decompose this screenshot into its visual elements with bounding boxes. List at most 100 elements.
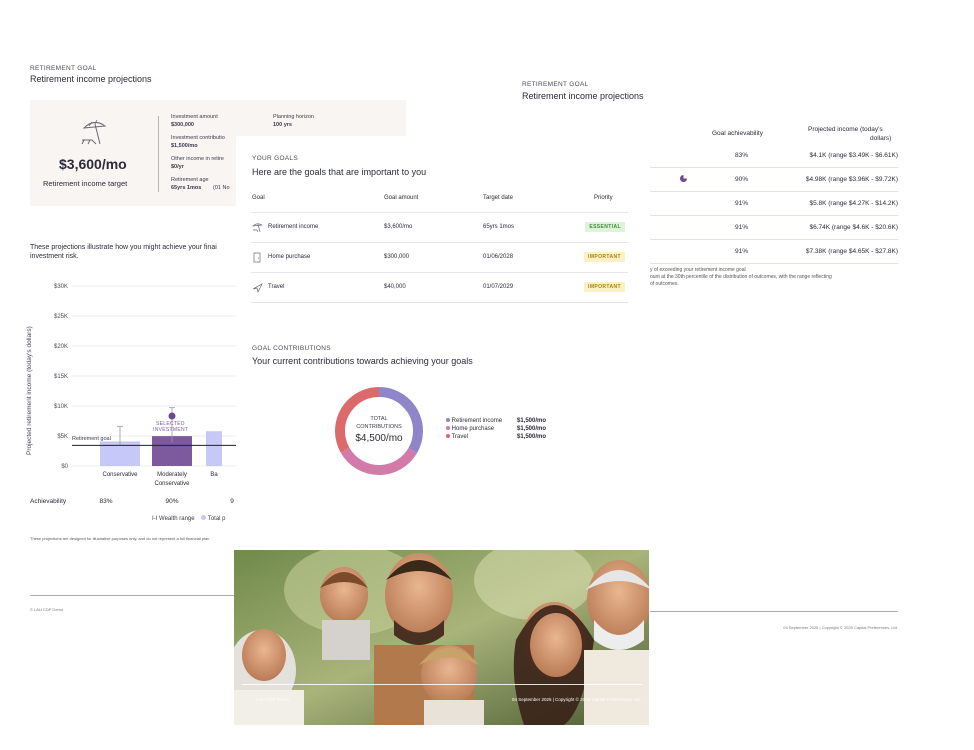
- contribution-value: $1,500/mo: [517, 434, 547, 440]
- contribution-legend-item: Travel: [446, 434, 468, 440]
- disclaimer: These projections are designed for illus…: [30, 536, 210, 541]
- selected-label: INVESTMENT: [153, 427, 189, 433]
- col-achievability: Goal achievability: [712, 130, 763, 137]
- donut-segment: [335, 387, 423, 475]
- projected-cell: $7.38K (range $4.65K - $27.8K): [805, 248, 898, 255]
- target-label: Retirement income target: [43, 179, 128, 188]
- x-tick-label: Ba: [210, 472, 218, 478]
- donut-label: CONTRIBUTIONS: [356, 424, 402, 430]
- goal-name: Retirement income: [268, 224, 319, 230]
- priority-badge: IMPORTANT: [584, 282, 625, 292]
- achievability-value: 90%: [165, 498, 178, 505]
- page-eyebrow: YOUR GOALS: [252, 155, 298, 162]
- family-photo-page: LAU CDP Demo 04 September 2025 | Copyrig…: [234, 550, 649, 725]
- footer-rule: [650, 611, 898, 612]
- goals-table-header: Goal Goal amount Target date Priority: [251, 191, 628, 213]
- door-icon: [253, 252, 261, 263]
- goal-line-label: Retirement goal: [72, 436, 111, 442]
- photo-footer-right: 04 September 2025 | Copyright © 2025 Cap…: [511, 697, 641, 702]
- y-tick-label: $25K: [54, 314, 68, 320]
- detail-value: $300,000: [171, 122, 194, 128]
- table-note: of outcomes.: [650, 281, 679, 287]
- detail-value: $1,500/mo: [171, 143, 198, 149]
- projected-cell: $6.74K (range $4.6K - $20.6K): [809, 224, 898, 231]
- x-tick-label: Conservative: [102, 472, 138, 478]
- legend-wealth: Wealth range: [159, 516, 195, 522]
- detail-value: $0/yr: [171, 164, 184, 170]
- table-note: ount at the 30th percentile of the distr…: [650, 274, 832, 280]
- y-tick-label: $10K: [54, 404, 68, 410]
- pie-icon: [680, 175, 687, 182]
- table-row: Travel $40,000 01/07/2029 IMPORTANT: [251, 273, 628, 303]
- col-priority: Priority: [594, 195, 613, 201]
- table-note: y of exceeding your retirement income go…: [650, 267, 746, 273]
- section-title: Your current contributions towards achie…: [252, 356, 473, 366]
- col-amount: Goal amount: [384, 195, 419, 201]
- achievability-value: 83%: [99, 498, 112, 505]
- contribution-value: $1,500/mo: [517, 426, 547, 432]
- projected-cell: $5.8K (range $4.27K - $14.2K): [809, 200, 898, 207]
- detail-value: 65yrs 1mos: [171, 185, 202, 191]
- priority-badge: ESSENTIAL: [585, 222, 625, 232]
- legend-dot-icon: [446, 418, 450, 422]
- chart-svg: $0 $5K $10K $15K $20K $25K $30K Conservative 83%…: [54, 284, 240, 505]
- selected-label: SELECTED: [156, 421, 185, 427]
- goal-date: 01/06/2028: [483, 254, 514, 260]
- contribution-name: Home purchase: [451, 426, 495, 432]
- selected-pie-icon: [168, 412, 176, 420]
- target-amount: $3,600/mo: [59, 156, 127, 172]
- goal-amount: $3,600/mo: [384, 224, 413, 230]
- contribution-value: $1,500/mo: [517, 418, 547, 424]
- table-row: 91% $7.38K (range $4.65K - $27.8K): [650, 240, 898, 264]
- achievability-value: 9: [230, 498, 234, 505]
- projected-cell: $4.1K (range $3.49K - $6.61K): [809, 152, 898, 159]
- page-eyebrow: RETIREMENT GOAL: [30, 65, 97, 72]
- beach-umbrella-icon: [81, 119, 107, 145]
- y-tick-label: $0: [61, 464, 68, 470]
- contributions-donut: [335, 387, 423, 475]
- page-title: Retirement income projections: [522, 91, 644, 101]
- donut-total: $4,500/mo: [355, 433, 403, 444]
- detail-label: Investment contributio: [171, 135, 225, 141]
- contribution-name: Travel: [451, 434, 469, 440]
- table-row: 91% $5.8K (range $4.27K - $14.2K): [650, 192, 898, 216]
- donut-label: TOTAL: [370, 416, 388, 422]
- goal-amount: $40,000: [384, 284, 406, 290]
- planning-horizon-value: 100 yrs: [273, 122, 292, 128]
- page-title: Here are the goals that are important to…: [252, 167, 427, 177]
- achievability-cell: 83%: [735, 152, 749, 159]
- detail-label: Other income in retire: [171, 156, 224, 162]
- contribution-name: Retirement income: [451, 418, 503, 424]
- income-chart: $0 $5K $10K $15K $20K $25K $30K Conservative 83%…: [0, 0, 420, 640]
- wealth-range-icon: I-I: [152, 516, 158, 522]
- table-row: 91% $6.74K (range $4.6K - $20.6K): [650, 216, 898, 240]
- plane-icon: [252, 283, 263, 293]
- legend-dot-icon: [201, 515, 207, 520]
- bar: [206, 431, 222, 466]
- section-eyebrow: GOAL CONTRIBUTIONS: [252, 345, 331, 352]
- table-row: 90% $4.98K (range $3.96K - $9.72K): [650, 168, 898, 192]
- col-projected: Projected income (today's: [808, 126, 883, 133]
- detail-label: Investment amount: [171, 114, 218, 120]
- y-tick-label: $15K: [54, 374, 68, 380]
- detail-label: Retirement age: [171, 177, 209, 183]
- legend-dot-icon: [446, 434, 450, 438]
- page-eyebrow: RETIREMENT GOAL: [522, 81, 589, 88]
- table-row: Retirement income $3,600/mo 65yrs 1mos E…: [251, 213, 628, 243]
- achievability-cell: 90%: [735, 176, 749, 183]
- achievability-cell: 91%: [735, 248, 749, 255]
- legend-total: Total p: [207, 516, 226, 522]
- table-row: Home purchase $300,000 01/06/2028 IMPORT…: [251, 243, 628, 273]
- table-row: 83% $4.1K (range $3.49K - $6.61K): [650, 144, 898, 168]
- projected-cell: $4.98K (range $3.96K - $9.72K): [805, 176, 898, 183]
- contribution-legend-item: Retirement income: [446, 418, 502, 424]
- achievability-cell: 91%: [735, 200, 749, 207]
- intro-text: investment risk.: [30, 253, 79, 260]
- contribution-legend-item: Home purchase: [446, 426, 494, 432]
- y-tick-label: $5K: [57, 434, 68, 440]
- legend: I-I Wealth range Total p: [152, 515, 226, 522]
- col-date: Target date: [483, 195, 514, 201]
- footer-rule: [30, 595, 420, 596]
- family-photo: [234, 550, 649, 725]
- beach-chair-icon: [252, 223, 263, 233]
